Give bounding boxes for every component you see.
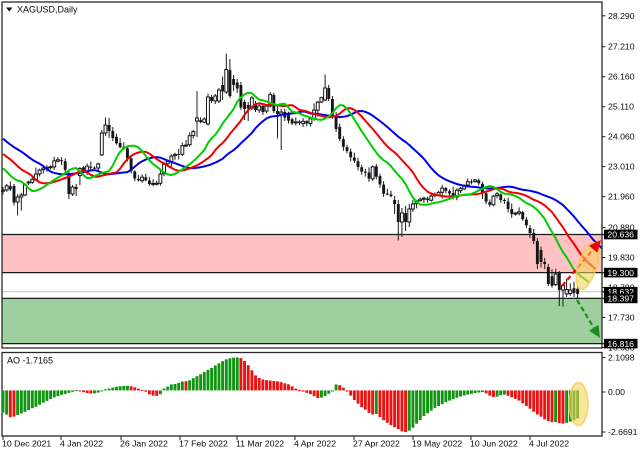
svg-text:24.060: 24.060 [608, 132, 635, 142]
svg-text:25.110: 25.110 [608, 102, 634, 112]
svg-text:18.632: 18.632 [607, 287, 634, 297]
svg-text:16.816: 16.816 [607, 339, 634, 349]
svg-text:17.730: 17.730 [608, 313, 635, 323]
svg-text:19.300: 19.300 [607, 268, 634, 278]
svg-text:0.00: 0.00 [608, 387, 625, 397]
svg-text:28.290: 28.290 [608, 11, 635, 21]
svg-text:19.830: 19.830 [608, 253, 635, 263]
svg-text:20.880: 20.880 [608, 223, 635, 233]
svg-text:18.397: 18.397 [607, 294, 634, 304]
svg-text:26.160: 26.160 [608, 72, 635, 82]
svg-text:19 May 2022: 19 May 2022 [412, 439, 462, 449]
svg-text:XAGUSD,Daily: XAGUSD,Daily [17, 5, 78, 15]
svg-text:27 Apr 2022: 27 Apr 2022 [353, 439, 400, 449]
svg-text:4 Jul 2022: 4 Jul 2022 [529, 439, 569, 449]
svg-text:4 Apr 2022: 4 Apr 2022 [294, 439, 336, 449]
svg-text:26 Jan 2022: 26 Jan 2022 [120, 439, 168, 449]
svg-text:20.636: 20.636 [607, 230, 634, 240]
svg-text:23.010: 23.010 [608, 162, 635, 172]
svg-text:10 Dec 2021: 10 Dec 2021 [2, 439, 51, 449]
svg-text:-2.6691: -2.6691 [608, 427, 638, 437]
svg-text:11 Mar 2022: 11 Mar 2022 [236, 439, 284, 449]
svg-text:10 Jun 2022: 10 Jun 2022 [470, 439, 518, 449]
svg-text:AO -1.7165: AO -1.7165 [7, 356, 53, 366]
svg-text:17 Feb 2022: 17 Feb 2022 [179, 439, 228, 449]
svg-text:21.960: 21.960 [608, 192, 635, 202]
svg-text:2.1098: 2.1098 [608, 353, 635, 363]
svg-text:4 Jan 2022: 4 Jan 2022 [60, 439, 103, 449]
svg-text:27.210: 27.210 [608, 42, 635, 52]
